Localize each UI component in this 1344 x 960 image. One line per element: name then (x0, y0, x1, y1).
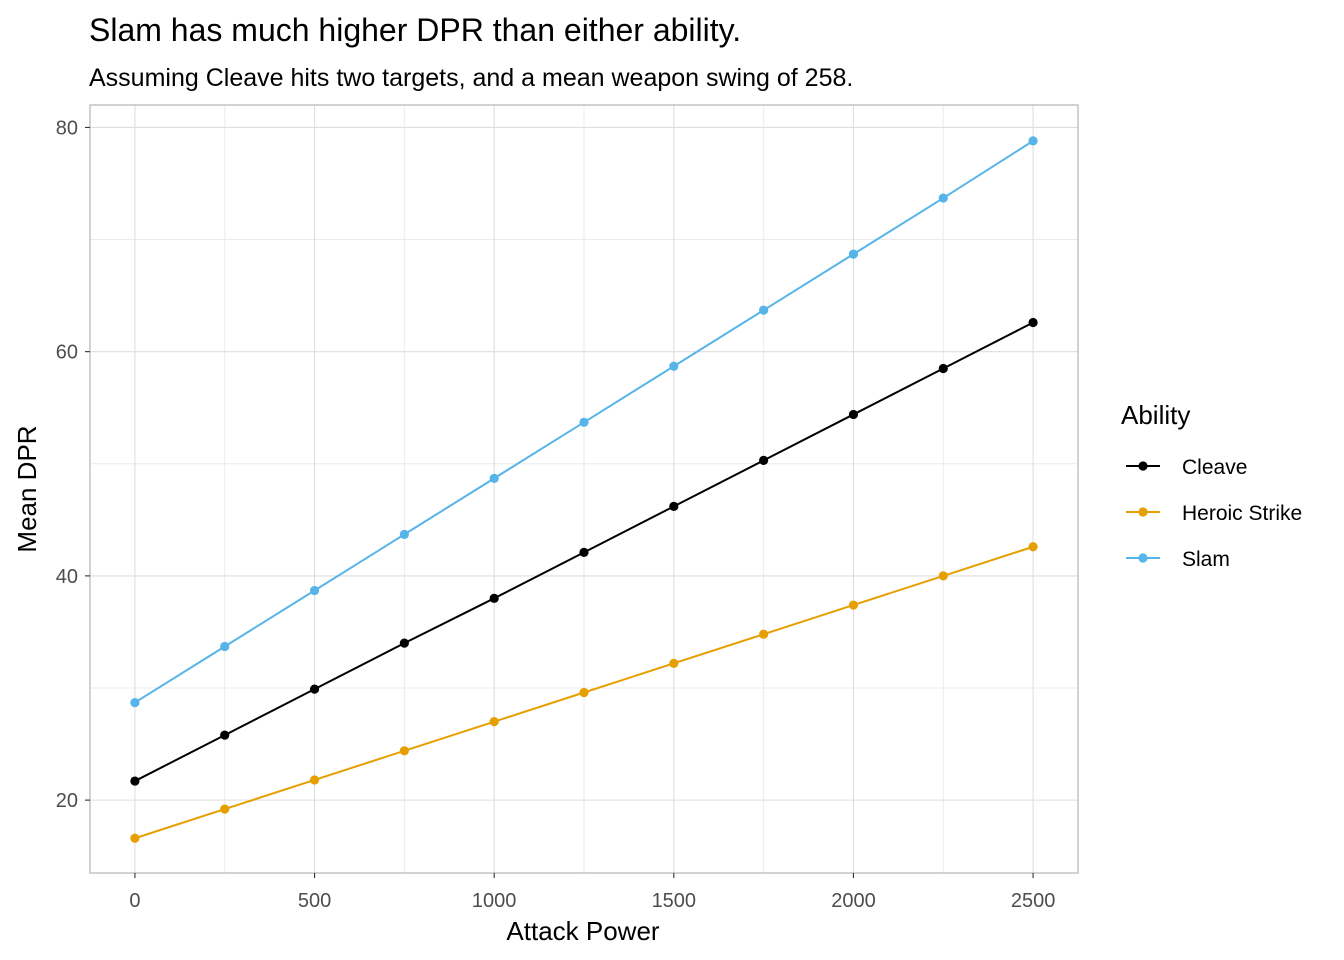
data-point-cleave (220, 730, 230, 740)
data-point-cleave (669, 501, 679, 511)
data-point-slam (579, 417, 589, 427)
data-point-heroic-strike (669, 658, 679, 668)
legend-title: Ability (1121, 400, 1190, 430)
data-point-heroic-strike (309, 775, 320, 785)
data-point-slam (399, 529, 409, 540)
data-point-cleave (1028, 317, 1038, 328)
data-point-heroic-strike (1028, 542, 1038, 552)
data-point-heroic-strike (220, 804, 230, 814)
data-point-cleave (579, 547, 589, 557)
y-tick-label: 80 (56, 117, 78, 139)
data-point-slam (1028, 136, 1038, 146)
data-point-slam (669, 361, 679, 371)
data-point-slam (938, 193, 948, 203)
data-point-slam (848, 249, 859, 259)
x-tick-label: 2500 (1011, 890, 1056, 912)
legend-key-point-slam (1138, 553, 1148, 563)
panel-border (89, 104, 1079, 874)
data-point-cleave (309, 684, 320, 694)
data-point-cleave (130, 776, 140, 786)
x-axis-title: Attack Power (506, 916, 660, 946)
chart-title: Slam has much higher DPR than either abi… (89, 12, 741, 48)
grid-major (90, 105, 1078, 873)
y-tick-label: 60 (56, 342, 78, 364)
data-point-slam (759, 305, 769, 315)
y-axis-title: Mean DPR (12, 425, 42, 552)
data-point-slam (309, 585, 320, 596)
data-point-heroic-strike (489, 717, 499, 727)
grid-minor (90, 105, 1078, 873)
x-tick-label: 0 (129, 890, 140, 912)
y-axis-ticks: 20 40 60 80 (56, 117, 90, 812)
data-point-cleave (399, 638, 409, 648)
data-point-heroic-strike (399, 746, 409, 756)
data-point-heroic-strike (848, 600, 859, 610)
data-point-slam (220, 641, 230, 652)
data-point-heroic-strike (759, 629, 769, 639)
x-tick-label: 2000 (831, 890, 876, 912)
data-point-heroic-strike (938, 571, 948, 581)
y-tick-label: 20 (56, 790, 78, 812)
x-axis-ticks: 0 500 1000 1500 2000 2500 (129, 873, 1055, 912)
chart-subtitle: Assuming Cleave hits two targets, and a … (89, 64, 853, 92)
legend: Ability Cleave Heroic Strike Slam (1121, 400, 1302, 571)
data-point-cleave (489, 593, 499, 603)
legend-label-slam: Slam (1182, 548, 1230, 571)
series-layer (130, 136, 1038, 843)
x-tick-label: 1000 (472, 890, 517, 912)
data-point-heroic-strike (130, 833, 140, 843)
x-tick-label: 1500 (652, 890, 697, 912)
data-point-cleave (759, 455, 769, 466)
legend-label-cleave: Cleave (1182, 456, 1247, 479)
data-point-slam (130, 697, 140, 708)
y-tick-label: 40 (56, 566, 78, 588)
legend-key-point-heroic-strike (1138, 507, 1148, 517)
data-point-cleave (848, 409, 859, 420)
legend-key-point-cleave (1138, 461, 1148, 471)
data-point-cleave (938, 363, 948, 374)
data-point-slam (489, 473, 499, 483)
legend-label-heroic-strike: Heroic Strike (1182, 502, 1302, 525)
x-tick-label: 500 (298, 890, 331, 912)
data-point-heroic-strike (579, 687, 589, 698)
